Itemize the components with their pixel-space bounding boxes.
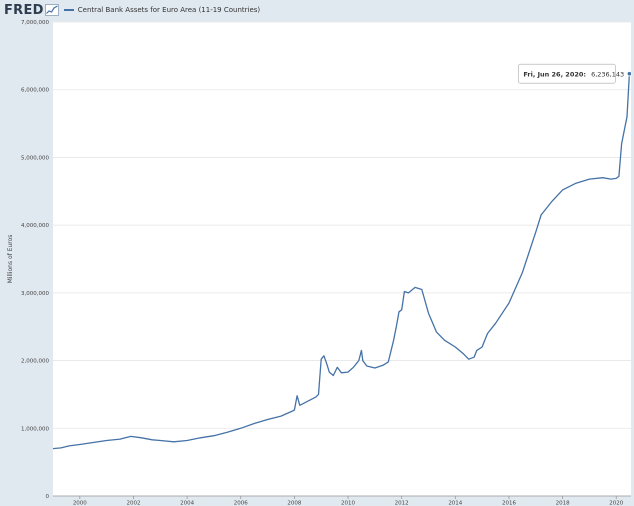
y-tick-label: 6,000,000	[21, 88, 49, 94]
y-tick-label: 3,000,000	[21, 291, 49, 297]
y-axis-title: Millions of Euros	[7, 235, 14, 284]
y-tick-label: 0	[46, 494, 50, 500]
y-tick-label: 5,000,000	[21, 155, 49, 161]
tooltip-box	[518, 63, 616, 84]
legend: Central Bank Assets for Euro Area (11-19…	[63, 6, 261, 14]
x-tick-label: 2008	[287, 501, 301, 506]
legend-label: Central Bank Assets for Euro Area (11-19…	[77, 6, 261, 14]
y-tick-label: 2,000,000	[21, 359, 49, 365]
tooltip-date: Fri, Jun 26, 2020:	[523, 71, 586, 79]
tooltip: Fri, Jun 26, 2020: 6,236,143	[518, 63, 624, 84]
x-tick-label: 2000	[73, 501, 87, 506]
fred-logo-text: FRED	[4, 2, 44, 18]
legend-swatch	[63, 9, 74, 11]
tooltip-text: Fri, Jun 26, 2020: 6,236,143	[523, 71, 624, 79]
latest-point-marker[interactable]	[626, 71, 632, 77]
x-tick-label: 2002	[126, 501, 140, 506]
x-tick-label: 2004	[180, 501, 194, 506]
x-tick-label: 2018	[556, 501, 570, 506]
tooltip-value: 6,236,143	[591, 71, 624, 79]
series-line	[52, 73, 631, 450]
y-tick-label: 7,000,000	[21, 20, 49, 26]
x-tick-label: 2020	[609, 501, 623, 506]
x-tick-label: 2006	[234, 501, 248, 506]
x-tick-label: 2010	[341, 501, 355, 506]
fred-logo[interactable]: FRED	[4, 3, 59, 18]
fred-logo-graph-icon	[44, 4, 59, 16]
chart-header: FRED Central Bank Assets for Euro Area (…	[0, 0, 634, 20]
y-tick-label: 1,000,000	[21, 426, 49, 432]
plot-area	[53, 22, 631, 496]
y-tick-label: 4,000,000	[21, 223, 49, 229]
x-axis: 2000 2002 2004 2006 2008 2010 2012 2014 2016 2018…	[53, 495, 631, 506]
x-tick-label: 2014	[448, 501, 462, 506]
x-tick-label: 2016	[502, 501, 516, 506]
x-tick-label: 2012	[395, 501, 409, 506]
y-axis-labels: 0 1,000,000 2,000,000 3,000,000 4,000,000 5,0…	[21, 20, 50, 500]
